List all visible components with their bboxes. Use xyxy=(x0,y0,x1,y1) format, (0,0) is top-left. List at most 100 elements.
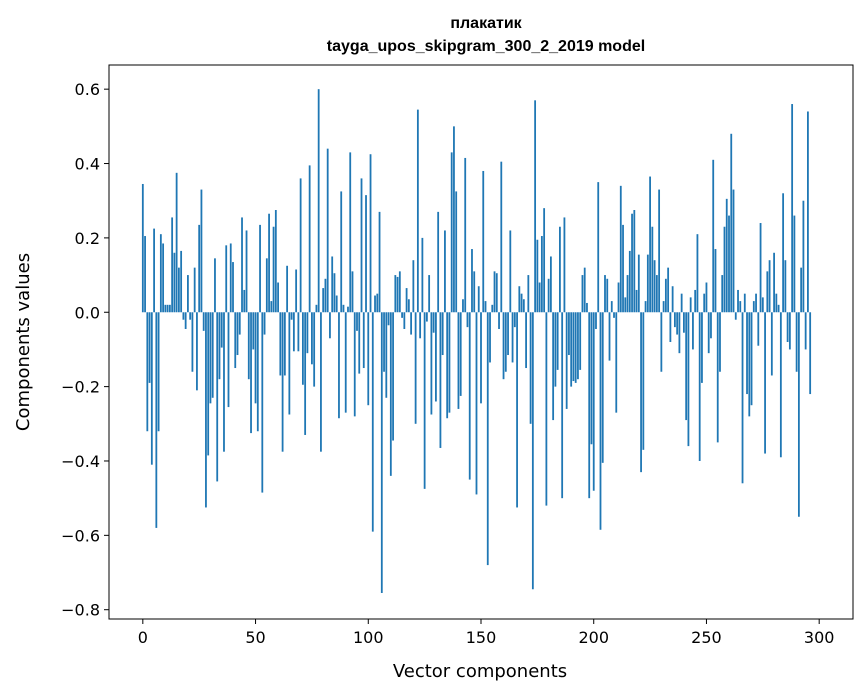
bar xyxy=(615,312,618,413)
bar-series xyxy=(141,89,812,593)
bar xyxy=(734,312,737,320)
bar xyxy=(531,312,534,590)
bar xyxy=(608,312,611,361)
bar xyxy=(193,267,196,313)
bar xyxy=(259,224,261,313)
bar xyxy=(642,312,645,450)
bar xyxy=(410,312,413,335)
bar xyxy=(236,312,239,356)
bar xyxy=(701,312,703,383)
bar xyxy=(281,312,284,452)
bar xyxy=(471,249,473,313)
bar xyxy=(227,312,230,408)
bar xyxy=(349,152,352,313)
bar xyxy=(631,213,633,313)
bar xyxy=(518,286,521,313)
bar xyxy=(800,267,803,313)
bar xyxy=(453,126,455,313)
bar xyxy=(563,217,566,313)
bar xyxy=(617,282,620,313)
bar xyxy=(216,312,219,482)
bar xyxy=(177,267,180,313)
bar xyxy=(500,161,503,313)
bar xyxy=(739,301,742,313)
bar xyxy=(764,312,766,454)
bar xyxy=(362,312,365,369)
bar xyxy=(480,312,482,404)
bar xyxy=(703,293,706,313)
bar xyxy=(795,312,798,372)
bar xyxy=(583,267,586,313)
bar xyxy=(412,260,415,313)
bar xyxy=(180,250,183,313)
bar xyxy=(326,148,329,313)
bar xyxy=(554,312,557,387)
bar xyxy=(311,312,313,365)
bar xyxy=(468,312,471,480)
bar xyxy=(520,293,523,313)
bar xyxy=(457,312,460,409)
bar xyxy=(692,312,694,350)
bar xyxy=(322,288,325,313)
bar xyxy=(225,245,228,313)
bar xyxy=(680,293,683,313)
bar xyxy=(775,293,778,313)
bar xyxy=(540,236,543,313)
bar xyxy=(292,312,295,352)
bar xyxy=(214,258,216,313)
bar xyxy=(157,312,160,432)
bar xyxy=(385,312,388,398)
bar xyxy=(407,299,410,313)
bar xyxy=(371,312,374,532)
bar xyxy=(777,304,780,313)
bar xyxy=(568,312,570,356)
bar xyxy=(592,312,595,491)
bar xyxy=(396,276,399,313)
bar xyxy=(773,252,775,313)
bar xyxy=(218,312,221,380)
bar xyxy=(502,312,505,380)
bar xyxy=(565,312,568,409)
bar xyxy=(272,226,275,313)
bar xyxy=(220,312,223,348)
bar xyxy=(304,312,307,435)
bar xyxy=(750,312,753,406)
x-tick-label: 250 xyxy=(691,628,722,647)
bar xyxy=(601,312,604,463)
bar xyxy=(595,312,597,329)
bar xyxy=(374,295,376,313)
bar xyxy=(766,271,769,313)
bar xyxy=(144,236,146,313)
bar xyxy=(306,312,309,354)
bar xyxy=(286,265,289,313)
bar xyxy=(809,312,812,395)
bar xyxy=(802,200,805,313)
bar xyxy=(430,312,433,415)
bar xyxy=(678,312,681,354)
bar xyxy=(356,312,358,331)
bar xyxy=(369,154,372,313)
bar xyxy=(721,275,724,313)
bar xyxy=(435,312,437,402)
bar xyxy=(141,183,144,313)
bar xyxy=(561,312,564,499)
bar xyxy=(743,293,746,313)
bar xyxy=(732,189,735,313)
bar xyxy=(448,312,451,413)
bar xyxy=(622,224,624,313)
bar xyxy=(705,282,708,313)
bar xyxy=(387,312,390,326)
bar xyxy=(651,226,654,313)
bar xyxy=(534,100,537,313)
bar xyxy=(358,312,361,374)
bar xyxy=(698,312,701,461)
bar xyxy=(182,312,185,320)
bar xyxy=(268,213,270,313)
y-axis-label: Components values xyxy=(13,253,34,431)
bar xyxy=(439,312,442,448)
bar xyxy=(685,312,688,421)
bar xyxy=(529,312,532,424)
bar xyxy=(473,271,476,313)
bar xyxy=(694,289,697,313)
y-tick-label: −0.6 xyxy=(61,526,100,545)
